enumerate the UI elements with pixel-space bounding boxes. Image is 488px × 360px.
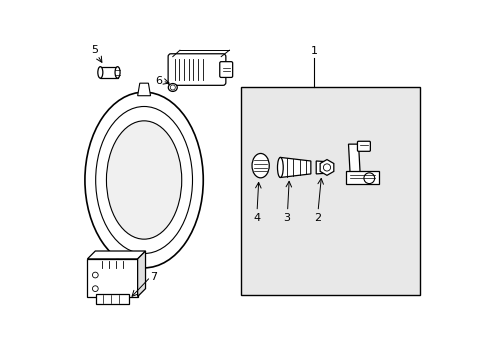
Bar [241, 87, 419, 295]
Ellipse shape [98, 67, 102, 78]
Text: 7: 7 [150, 272, 157, 282]
Polygon shape [87, 259, 137, 297]
Ellipse shape [85, 92, 203, 268]
Polygon shape [316, 161, 326, 174]
Polygon shape [137, 83, 150, 96]
Circle shape [92, 272, 98, 278]
Ellipse shape [115, 67, 120, 78]
Text: 5: 5 [91, 45, 98, 55]
Polygon shape [280, 157, 310, 177]
Ellipse shape [96, 107, 192, 253]
Ellipse shape [106, 121, 182, 239]
Polygon shape [137, 251, 145, 297]
Text: 4: 4 [253, 213, 260, 222]
Text: 1: 1 [310, 46, 317, 56]
Ellipse shape [251, 153, 269, 178]
Text: 3: 3 [283, 213, 290, 222]
Text: 6: 6 [155, 76, 163, 86]
Circle shape [363, 173, 374, 184]
FancyBboxPatch shape [357, 141, 369, 151]
Circle shape [92, 286, 98, 292]
Bar [100, 67, 117, 78]
Polygon shape [320, 159, 333, 175]
Text: 2: 2 [314, 213, 321, 222]
Ellipse shape [168, 84, 177, 91]
FancyBboxPatch shape [219, 62, 232, 77]
Circle shape [170, 85, 175, 90]
Polygon shape [87, 251, 145, 259]
Polygon shape [345, 171, 378, 184]
Ellipse shape [277, 157, 283, 177]
Polygon shape [348, 144, 360, 184]
Bar [96, 294, 128, 305]
FancyBboxPatch shape [168, 54, 225, 85]
Circle shape [323, 164, 330, 171]
